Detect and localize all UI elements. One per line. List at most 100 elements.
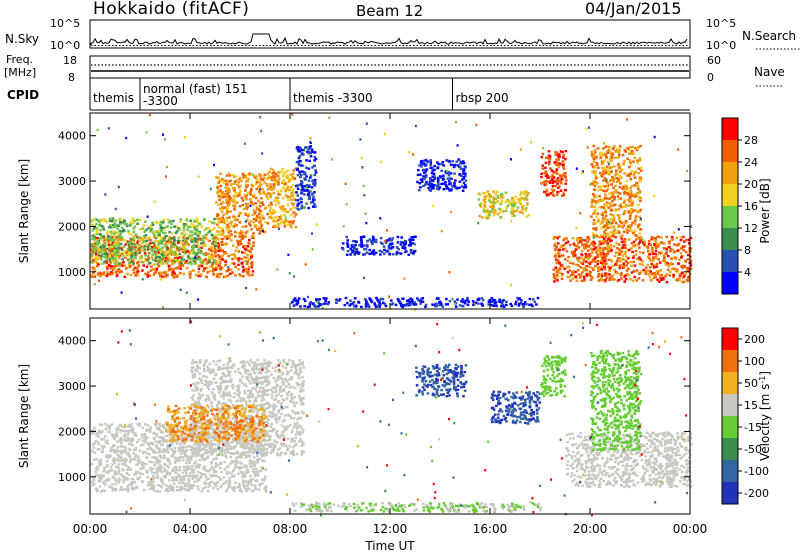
data-cell	[230, 475, 234, 478]
data-cell	[624, 150, 628, 153]
data-cell	[118, 229, 122, 233]
data-cell	[272, 175, 275, 178]
noise-cell	[366, 240, 369, 243]
data-cell	[612, 235, 616, 238]
data-cell	[621, 153, 625, 157]
data-cell	[269, 183, 272, 186]
data-cell	[388, 237, 391, 240]
data-cell	[362, 235, 366, 238]
data-cell	[664, 263, 668, 266]
data-cell	[541, 152, 545, 156]
data-cell	[554, 248, 557, 251]
data-cell	[636, 211, 640, 214]
data-cell	[639, 199, 642, 203]
data-cell	[121, 258, 124, 261]
data-cell	[152, 436, 156, 440]
data-cell	[353, 253, 357, 256]
data-cell	[689, 267, 693, 270]
data-cell	[171, 479, 174, 482]
data-cell	[97, 254, 101, 257]
data-cell	[500, 201, 503, 204]
data-cell	[189, 257, 193, 260]
data-cell	[145, 239, 148, 243]
data-cell	[165, 234, 168, 238]
data-cell	[186, 228, 189, 232]
data-cell	[247, 212, 251, 216]
data-cell	[606, 222, 610, 225]
data-cell	[251, 273, 254, 277]
data-cell	[153, 259, 156, 262]
data-cell	[559, 150, 563, 153]
data-cell	[120, 248, 124, 251]
data-cell	[560, 274, 564, 277]
data-cell	[229, 196, 232, 200]
data-cell	[253, 211, 257, 214]
data-cell	[214, 244, 217, 248]
data-cell	[99, 258, 103, 261]
data-cell	[409, 244, 412, 247]
data-cell	[643, 243, 646, 247]
data-cell	[205, 469, 208, 472]
data-cell	[218, 198, 221, 202]
data-cell	[202, 269, 205, 273]
data-cell	[338, 298, 342, 301]
data-cell	[163, 239, 167, 242]
data-cell	[435, 304, 439, 308]
data-cell	[115, 274, 119, 278]
noise-cell	[575, 167, 578, 170]
data-cell	[404, 304, 408, 307]
data-cell	[205, 262, 208, 266]
data-cell	[628, 165, 631, 169]
data-cell	[133, 219, 136, 222]
noise-cell	[306, 295, 309, 299]
data-cell	[181, 242, 184, 245]
data-cell	[602, 248, 605, 252]
data-cell	[639, 196, 642, 200]
data-cell	[433, 168, 436, 172]
data-cell	[91, 219, 94, 222]
data-cell	[623, 280, 626, 283]
data-cell	[602, 189, 605, 193]
data-cell	[173, 446, 177, 450]
data-cell	[636, 191, 639, 195]
data-cell	[601, 161, 605, 165]
data-cell	[555, 160, 558, 164]
data-cell	[181, 255, 184, 258]
data-cell	[444, 183, 448, 187]
data-cell	[615, 271, 619, 274]
data-cell	[631, 202, 634, 205]
data-cell	[311, 205, 315, 208]
data-cell	[155, 446, 159, 449]
data-cell	[618, 231, 621, 234]
noise-cell	[412, 153, 414, 156]
data-cell	[230, 224, 233, 227]
data-cell	[627, 225, 630, 228]
data-cell	[313, 151, 317, 154]
data-cell	[478, 203, 482, 206]
data-cell	[273, 199, 277, 203]
data-cell	[588, 255, 591, 259]
data-cell	[438, 301, 441, 304]
data-cell	[628, 174, 631, 177]
data-cell	[563, 247, 567, 250]
data-cell	[491, 206, 494, 209]
data-cell	[286, 195, 289, 198]
data-cell	[601, 199, 605, 202]
data-cell	[402, 304, 406, 307]
data-cell	[176, 246, 179, 249]
data-cell	[544, 183, 548, 186]
data-cell	[391, 302, 395, 305]
data-cell	[141, 473, 145, 476]
data-cell	[557, 165, 561, 168]
data-cell	[610, 191, 614, 195]
data-cell	[240, 490, 243, 493]
data-cell	[112, 226, 115, 229]
data-cell	[113, 460, 116, 463]
data-cell	[114, 256, 117, 259]
data-cell	[222, 243, 226, 246]
data-cell	[250, 247, 254, 251]
data-cell	[437, 179, 440, 182]
data-cell	[155, 230, 158, 234]
data-cell	[220, 256, 223, 259]
data-cell	[349, 247, 352, 251]
